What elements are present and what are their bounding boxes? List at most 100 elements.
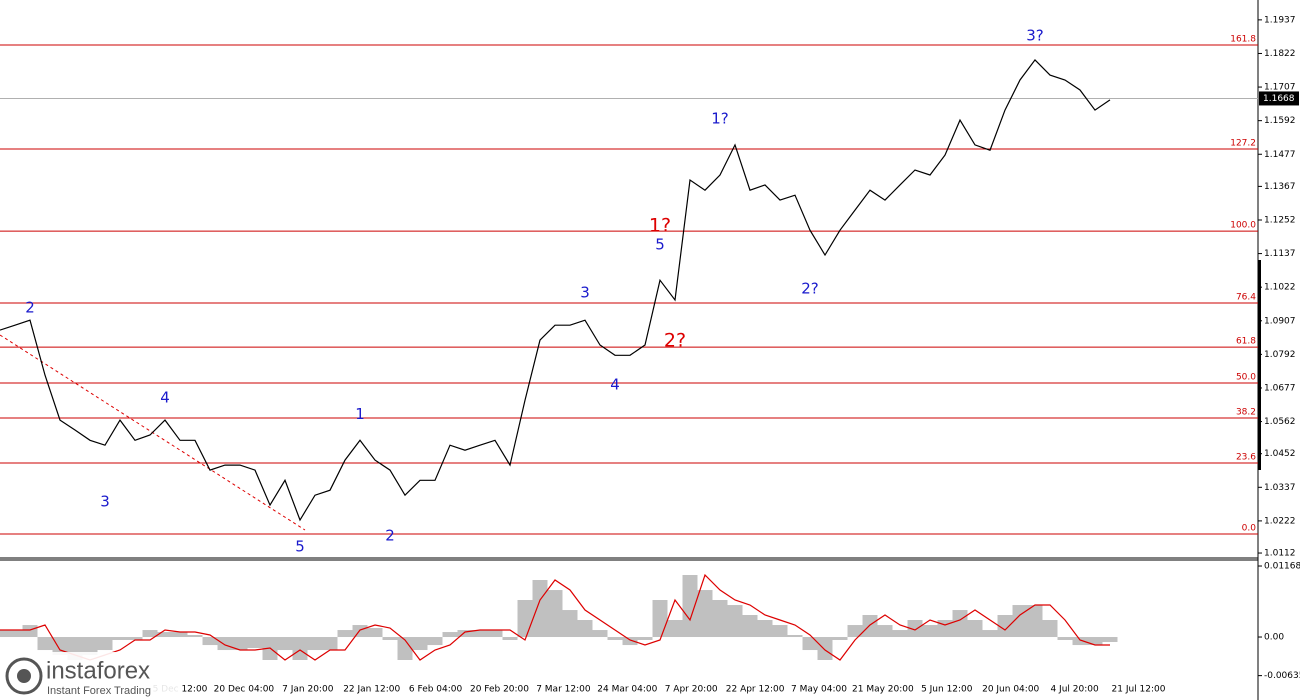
macd-tick-label: 0.01168 <box>1264 562 1300 572</box>
fib-label: 61.8 <box>1236 337 1256 347</box>
macd-bar <box>307 637 323 651</box>
macd-bar <box>1102 637 1118 643</box>
macd-bar <box>472 630 488 638</box>
macd-bar <box>397 637 413 660</box>
wave-label: 2 <box>25 299 35 317</box>
macd-bar <box>277 637 293 651</box>
macd-bar <box>667 620 683 638</box>
macd-bar <box>802 637 818 651</box>
y-tick-label: 1.1937 <box>1264 15 1296 25</box>
macd-bar <box>22 625 38 638</box>
macd-bar <box>892 630 908 638</box>
wave-label: 3 <box>580 284 590 302</box>
macd-bar <box>1072 637 1088 646</box>
x-tick-label: 7 May 04:00 <box>791 685 847 695</box>
macd-bar <box>652 600 668 638</box>
wave-label: 1? <box>649 215 671 237</box>
macd-bar <box>532 580 548 638</box>
macd-bar <box>457 630 473 638</box>
wave-label: 1? <box>711 109 729 127</box>
macd-bar <box>247 637 263 649</box>
wave-label: 2 <box>385 527 395 545</box>
macd-bar <box>382 637 398 640</box>
x-tick-label: 22 Jan 12:00 <box>343 685 400 695</box>
macd-bar <box>877 625 893 638</box>
macd-bar <box>622 637 638 646</box>
macd-bar <box>637 637 653 640</box>
macd-bar <box>1027 605 1043 638</box>
macd-bar <box>607 637 623 640</box>
current-price-box <box>1259 91 1299 106</box>
macd-bar <box>1042 620 1058 638</box>
y-tick-label: 1.1477 <box>1264 150 1296 160</box>
y-tick-label: 1.1592 <box>1264 116 1296 126</box>
fib-label: 161.8 <box>1230 34 1256 44</box>
macd-bar <box>7 630 23 638</box>
y-tick-label: 1.0337 <box>1264 483 1296 493</box>
macd-bar <box>847 625 863 638</box>
macd-bar <box>97 637 113 651</box>
x-tick-label: 21 Jul 12:00 <box>1112 685 1166 695</box>
macd-bar <box>127 637 143 640</box>
macd-bar <box>727 605 743 638</box>
macd-bar <box>937 620 953 638</box>
x-tick-label: 4 Jul 20:00 <box>1050 685 1099 695</box>
macd-bar <box>682 575 698 638</box>
macd-bar <box>82 637 98 656</box>
macd-bar <box>547 590 563 638</box>
macd-tick-label: 0.00 <box>1264 633 1284 643</box>
macd-bar <box>232 637 248 651</box>
wave-label: 2? <box>801 280 819 298</box>
y-tick-label: 1.0112 <box>1264 549 1296 559</box>
price-line <box>0 58 1111 522</box>
fib-label: 127.2 <box>1230 138 1256 148</box>
macd-bar <box>817 637 833 660</box>
fib-label: 23.6 <box>1236 453 1256 463</box>
macd-bar <box>922 625 938 638</box>
logo-name: instaforex <box>46 657 150 684</box>
y-tick-label: 1.0452 <box>1264 449 1296 459</box>
macd-bar <box>997 615 1013 638</box>
macd-bar <box>952 610 968 638</box>
y-tick-label: 1.0907 <box>1264 316 1296 326</box>
macd-bar <box>0 630 8 638</box>
wave-label: 3 <box>100 493 110 511</box>
macd-tick-label: -0.00635 <box>1264 671 1300 681</box>
y-tick-label: 1.1822 <box>1264 49 1296 59</box>
x-tick-label: 20 Jun 04:00 <box>982 685 1039 695</box>
logo: instaforex Instant Forex Trading <box>0 652 180 700</box>
macd-bar <box>337 630 353 638</box>
macd-bar <box>52 637 68 656</box>
fib-label: 38.2 <box>1236 408 1256 418</box>
macd-bar <box>1087 637 1103 646</box>
macd-bar <box>517 600 533 638</box>
x-tick-label: 5 Dec 12:00 <box>153 685 208 695</box>
macd-bar <box>412 637 428 651</box>
x-tick-label: 5 Jun 12:00 <box>921 685 973 695</box>
macd-bar <box>352 625 368 638</box>
fib-label: 100.0 <box>1230 221 1256 231</box>
wave-label: 4 <box>160 389 170 407</box>
x-tick-label: 7 Apr 20:00 <box>665 685 718 695</box>
macd-bar <box>502 637 518 640</box>
macd-bar <box>862 615 878 638</box>
y-tick-label: 1.1137 <box>1264 249 1296 259</box>
x-tick-label: 7 Jan 20:00 <box>282 685 334 695</box>
macd-bar <box>787 635 803 638</box>
wave-label: 1 <box>355 405 365 423</box>
x-tick-label: 24 Mar 04:00 <box>597 685 657 695</box>
logo-tagline: Instant Forex Trading <box>47 685 151 697</box>
x-tick-label: 22 Apr 12:00 <box>726 685 785 695</box>
fib-label: 0.0 <box>1242 524 1257 534</box>
x-tick-label: 20 Dec 04:00 <box>214 685 275 695</box>
wave-label: 2? <box>664 330 686 352</box>
macd-bar <box>367 628 383 638</box>
x-tick-label: 6 Feb 04:00 <box>409 685 463 695</box>
macd-bar <box>442 632 458 638</box>
macd-bar <box>217 637 233 651</box>
x-tick-label: 20 Feb 20:00 <box>470 685 529 695</box>
macd-bar <box>37 637 53 651</box>
y-tick-label: 1.0792 <box>1264 350 1296 360</box>
